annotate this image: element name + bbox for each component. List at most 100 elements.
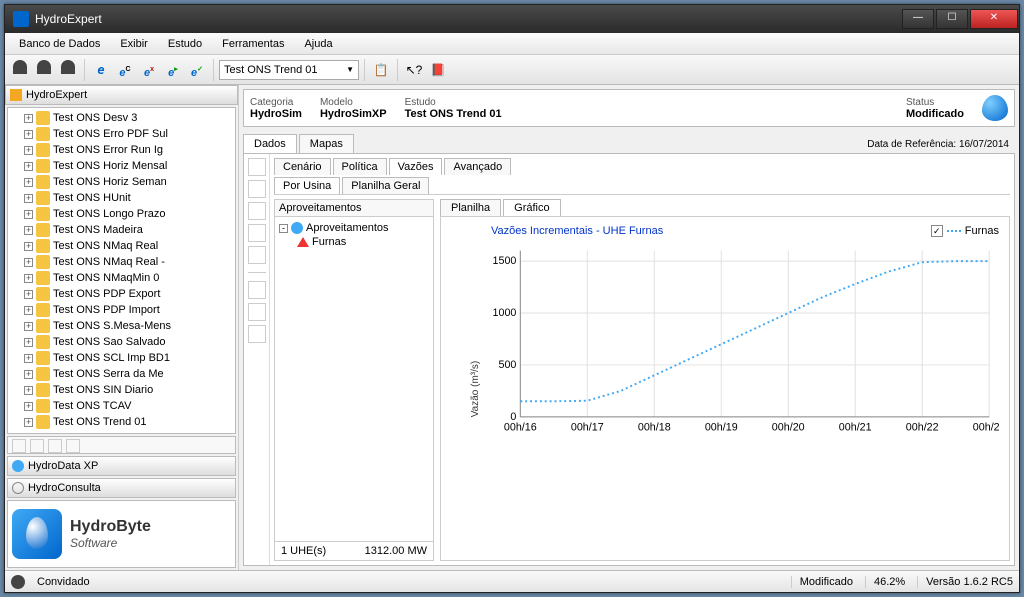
tree-btn1-icon[interactable] (12, 439, 26, 453)
tree-btn3-icon[interactable] (48, 439, 62, 453)
menu-exibir[interactable]: Exibir (110, 35, 158, 53)
tree-item[interactable]: +Test ONS Madeira (10, 222, 233, 238)
chart: Vazões Incrementais - UHE Furnas ✓ Furna… (440, 216, 1010, 561)
info-estudo: Test ONS Trend 01 (405, 108, 502, 120)
menu-ajuda[interactable]: Ajuda (294, 35, 342, 53)
svg-text:1000: 1000 (493, 307, 517, 319)
tree-item[interactable]: +Test ONS Horiz Seman (10, 174, 233, 190)
vtb-arrows-icon[interactable] (248, 325, 266, 343)
tree-item[interactable]: +Test ONS S.Mesa-Mens (10, 318, 233, 334)
minimize-button[interactable]: — (902, 9, 934, 29)
tree-item[interactable]: +Test ONS NMaq Real (10, 238, 233, 254)
info-categoria: HydroSim (250, 108, 302, 120)
info-status: Modificado (906, 108, 964, 120)
panel-hydroconsulta[interactable]: HydroConsulta (7, 478, 236, 498)
chart-tabs: Planilha Gráfico (440, 199, 1010, 216)
tab-mapas[interactable]: Mapas (299, 134, 354, 153)
tab-grafico[interactable]: Gráfico (503, 199, 560, 216)
tb-ex-icon[interactable]: ex (138, 59, 160, 81)
menu-ferramentas[interactable]: Ferramentas (212, 35, 294, 53)
main-tabs: Dados Mapas Data de Referência: 16/07/20… (243, 131, 1015, 153)
tb-e-check-icon[interactable]: e✓ (186, 59, 208, 81)
vtb-folder-icon[interactable] (248, 180, 266, 198)
data-referencia: Data de Referência: 16/07/2014 (861, 136, 1015, 153)
tab-dados[interactable]: Dados (243, 134, 297, 153)
legend-label: Furnas (965, 225, 999, 237)
titlebar[interactable]: HydroExpert — ☐ ✕ (5, 5, 1019, 33)
aprov-furnas[interactable]: Furnas (312, 236, 346, 248)
tree-btn4-icon[interactable] (66, 439, 80, 453)
tree-item[interactable]: +Test ONS Longo Prazo (10, 206, 233, 222)
svg-text:00h/17: 00h/17 (571, 422, 604, 434)
tab-vazoes[interactable]: Vazões (389, 158, 443, 175)
panel-hydrodata[interactable]: HydroData XP (7, 456, 236, 476)
menu-banco[interactable]: Banco de Dados (9, 35, 110, 53)
svg-text:00h/20: 00h/20 (772, 422, 805, 434)
svg-text:1500: 1500 (493, 255, 517, 267)
aprov-tree[interactable]: -Aproveitamentos Furnas (275, 217, 433, 541)
subsub-tabs: Por Usina Planilha Geral (274, 177, 1010, 195)
tree-item[interactable]: +Test ONS Horiz Mensal (10, 158, 233, 174)
tb-user1-icon[interactable] (9, 59, 31, 81)
tab-politica[interactable]: Política (333, 158, 387, 175)
tree-item[interactable]: +Test ONS Trend 01 (10, 414, 233, 430)
aproveitamentos-panel: Aproveitamentos -Aproveitamentos Furnas … (274, 199, 434, 561)
tree-item[interactable]: +Test ONS PDP Import (10, 302, 233, 318)
tb-user2-icon[interactable] (33, 59, 55, 81)
status-modified: Modificado (791, 576, 853, 588)
hydrobyte-logo-icon (12, 509, 62, 559)
tree-item[interactable]: +Test ONS NMaq Real - (10, 254, 233, 270)
vtb-copy-icon[interactable] (248, 224, 266, 242)
tb-doc-icon[interactable]: 📋 (370, 59, 392, 81)
tree-item[interactable]: +Test ONS Desv 3 (10, 110, 233, 126)
tree-item[interactable]: +Test ONS SIN Diario (10, 382, 233, 398)
vtb-chart-icon[interactable] (248, 281, 266, 299)
vtb-slider-icon[interactable] (248, 303, 266, 321)
svg-text:00h/21: 00h/21 (839, 422, 872, 434)
toolbar: e eC ex e▸ e✓ Test ONS Trend 01 📋 ↖? 📕 (5, 55, 1019, 85)
sidebar-header[interactable]: HydroExpert (5, 85, 238, 105)
svg-text:00h/19: 00h/19 (705, 422, 738, 434)
tree-item[interactable]: +Test ONS TCAV (10, 398, 233, 414)
tab-cenario[interactable]: Cenário (274, 158, 331, 175)
tree-btn2-icon[interactable] (30, 439, 44, 453)
hydroexpert-icon (10, 89, 22, 101)
svg-text:00h/22: 00h/22 (906, 422, 939, 434)
vtb-paste-icon[interactable] (248, 246, 266, 264)
chart-title: Vazões Incrementais - UHE Furnas (491, 225, 663, 237)
maximize-button[interactable]: ☐ (936, 9, 968, 29)
legend-checkbox[interactable]: ✓ (931, 225, 943, 237)
svg-text:00h/16: 00h/16 (504, 422, 537, 434)
menu-estudo[interactable]: Estudo (158, 35, 212, 53)
tb-help-icon[interactable]: ↖? (403, 59, 425, 81)
hydroconsulta-icon (12, 482, 24, 494)
statusbar: Convidado Modificado 46.2% Versão 1.6.2 … (5, 570, 1019, 592)
tb-ec-icon[interactable]: eC (114, 59, 136, 81)
logo-panel: HydroByte Software (7, 500, 236, 568)
tree-item[interactable]: +Test ONS NMaqMin 0 (10, 270, 233, 286)
study-select[interactable]: Test ONS Trend 01 (219, 60, 359, 80)
tab-planilha[interactable]: Planilha (440, 199, 501, 216)
tree-item[interactable]: +Test ONS SCL Imp BD1 (10, 350, 233, 366)
tree-item[interactable]: +Test ONS Sao Salvado (10, 334, 233, 350)
tb-e-right-icon[interactable]: e▸ (162, 59, 184, 81)
vtb-lock-icon[interactable] (248, 158, 266, 176)
tb-user3-icon[interactable] (57, 59, 79, 81)
tab-planilha-geral[interactable]: Planilha Geral (342, 177, 429, 194)
close-button[interactable]: ✕ (970, 9, 1018, 29)
tree-item[interactable]: +Test ONS Error Run Ig (10, 142, 233, 158)
tree-item[interactable]: +Test ONS PDP Export (10, 286, 233, 302)
aprov-root-icon (291, 222, 303, 234)
tab-por-usina[interactable]: Por Usina (274, 177, 340, 194)
sub-tabs: Cenário Política Vazões Avançado (274, 158, 1010, 175)
tree-item[interactable]: +Test ONS Serra da Me (10, 366, 233, 382)
vtb-print-icon[interactable] (248, 202, 266, 220)
tb-e-icon[interactable]: e (90, 59, 112, 81)
tree-item[interactable]: +Test ONS Erro PDF Sul (10, 126, 233, 142)
project-tree[interactable]: +Test ONS Desv 3+Test ONS Erro PDF Sul+T… (7, 107, 236, 434)
tree-item[interactable]: +Test ONS HUnit (10, 190, 233, 206)
svg-text:500: 500 (498, 359, 516, 371)
chart-legend[interactable]: ✓ Furnas (931, 225, 999, 237)
tb-book-icon[interactable]: 📕 (427, 59, 449, 81)
tab-avancado[interactable]: Avançado (444, 158, 511, 175)
